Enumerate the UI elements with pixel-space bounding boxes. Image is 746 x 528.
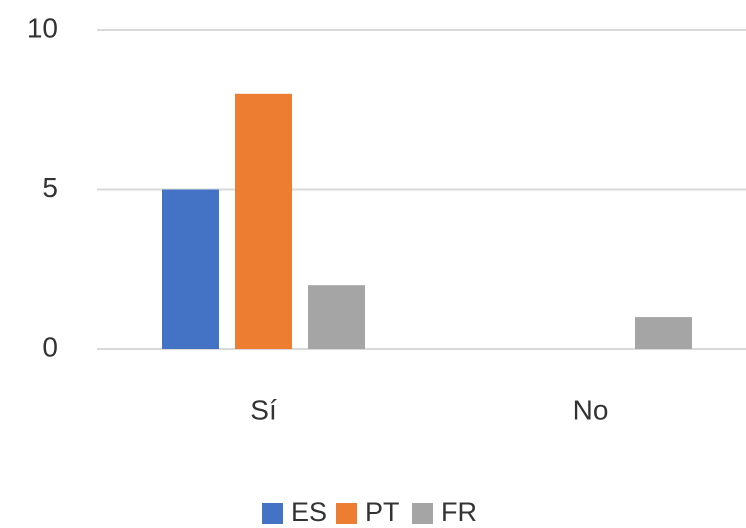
legend-label: ES (291, 497, 327, 527)
y-tick-label: 5 (42, 172, 58, 203)
bar (308, 285, 365, 349)
bar (635, 317, 692, 349)
bar (235, 93, 292, 349)
x-tick-label: No (573, 394, 609, 425)
y-tick-label: 10 (27, 12, 58, 43)
bar (162, 189, 219, 349)
legend-swatch (412, 503, 433, 524)
legend-swatch (262, 503, 283, 524)
legend-label: PT (365, 497, 400, 527)
legend-label: FR (441, 497, 477, 527)
x-tick-label: Sí (250, 394, 277, 425)
legend-swatch (336, 503, 357, 524)
y-tick-label: 0 (42, 331, 58, 362)
